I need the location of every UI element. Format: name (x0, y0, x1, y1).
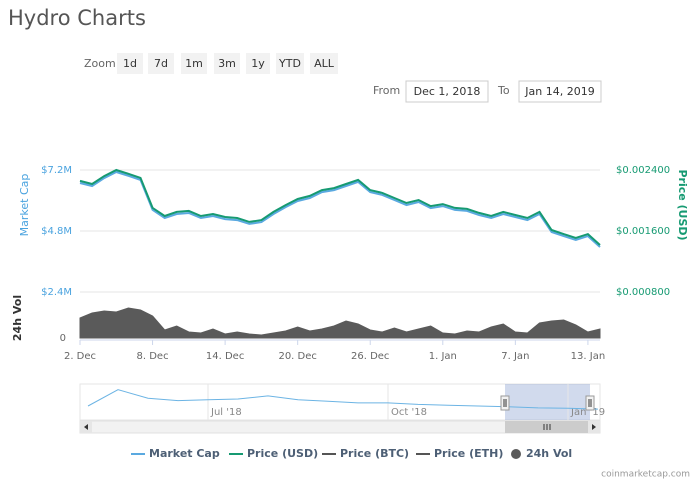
series-line (79, 170, 601, 248)
y2-axis-title: Price (USD) (676, 169, 689, 240)
navigator-handle[interactable] (585, 395, 595, 411)
scroll-grip (543, 424, 551, 430)
to-input[interactable] (518, 80, 602, 103)
zoom-button-label[interactable]: 1d (123, 57, 137, 70)
x-tick-label: 26. Dec (351, 351, 389, 362)
y2-tick-label: $0.000800 (616, 287, 670, 298)
navigator-line (87, 389, 599, 410)
zoom-button-label[interactable]: YTD (278, 57, 301, 70)
zoom-button[interactable] (276, 53, 304, 74)
y-tick-label: $4.8M (41, 226, 72, 237)
from-input[interactable] (405, 80, 489, 103)
x-tick-label: 2. Dec (64, 351, 96, 362)
y-tick-label: $2.4M (41, 287, 72, 298)
navigator-tick-label: Oct '18 (391, 407, 427, 418)
x-tick-label: 13. Jan (571, 351, 606, 362)
to-label: To (497, 84, 510, 97)
zoom-button[interactable] (214, 53, 240, 74)
legend-label[interactable]: Price (ETH) (434, 447, 503, 460)
y2-tick-label: $0.002400 (616, 165, 670, 176)
scroll-right-arrow (592, 424, 596, 430)
credit: coinmarketcap.com (601, 470, 690, 480)
navigator-tick-label: Jan '19 (570, 407, 605, 418)
x-tick-label: 20. Dec (278, 351, 316, 362)
zoom-label: Zoom (84, 57, 116, 70)
zoom-button[interactable] (148, 53, 174, 74)
zoom-button-label[interactable]: 3m (218, 57, 236, 70)
zoom-button-label[interactable]: 7d (154, 57, 168, 70)
zoom-button[interactable] (181, 53, 207, 74)
legend-label[interactable]: Market Cap (149, 447, 220, 460)
series-line (79, 168, 601, 246)
y2-tick-label: $0.001600 (616, 226, 670, 237)
zoom-button[interactable] (117, 53, 143, 74)
x-tick-label: 1. Jan (429, 351, 457, 362)
volume-area (79, 307, 601, 339)
navigator-frame (79, 383, 601, 421)
zoom-button[interactable] (246, 53, 270, 74)
zoom-button-label[interactable]: 1m (185, 57, 203, 70)
navigator-tick-label: Jul '18 (210, 407, 242, 418)
vol-axis-title: 24h Vol (11, 295, 24, 341)
to-date[interactable]: Jan 14, 2019 (524, 85, 594, 98)
vol-tick-label: 0 (60, 333, 66, 344)
from-date[interactable]: Dec 1, 2018 (414, 85, 481, 98)
page-title: Hydro Charts (8, 6, 146, 30)
zoom-button-label[interactable]: 1y (251, 57, 265, 70)
legend-label[interactable]: Price (USD) (247, 447, 318, 460)
zoom-button-label[interactable]: ALL (314, 57, 335, 70)
navigator-selection[interactable] (505, 384, 590, 420)
y-axis-title: Market Cap (18, 174, 31, 237)
navigator-handle[interactable] (500, 395, 510, 411)
legend-symbol[interactable] (511, 449, 521, 459)
y-tick-label: $7.2M (41, 165, 72, 176)
x-tick-label: 14. Dec (206, 351, 244, 362)
zoom-button[interactable] (310, 53, 338, 74)
legend-label[interactable]: Price (BTC) (340, 447, 409, 460)
x-tick-label: 7. Jan (501, 351, 529, 362)
legend-label[interactable]: 24h Vol (526, 447, 572, 460)
scroll-left-arrow (84, 424, 88, 430)
x-tick-label: 8. Dec (137, 351, 169, 362)
from-label: From (373, 84, 400, 97)
